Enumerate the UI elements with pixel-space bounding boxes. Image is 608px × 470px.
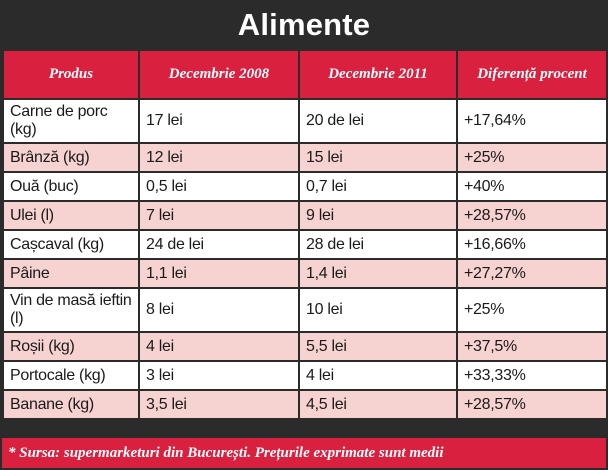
cell-dec2008: 7 lei [138, 200, 300, 231]
table-row: Pâine 1,1 lei 1,4 lei +27,27% [2, 258, 608, 289]
source-footnote: * Sursa: supermarketuri din București. P… [2, 438, 606, 468]
cell-dec2008: 17 lei [138, 98, 300, 144]
cell-diferenta: +28,57% [456, 200, 608, 231]
cell-dec2011: 4,5 lei [298, 389, 458, 420]
cell-dec2011: 5,5 lei [298, 331, 458, 362]
table-row: Cașcaval (kg) 24 de lei 28 de lei +16,66… [2, 229, 608, 260]
cell-diferenta: +25% [456, 287, 608, 333]
header-decembrie-2008: Decembrie 2008 [138, 49, 300, 100]
cell-dec2008: 3 lei [138, 360, 300, 391]
header-produs: Produs [2, 49, 140, 100]
table-row: Banane (kg) 3,5 lei 4,5 lei +28,57% [2, 389, 608, 420]
cell-produs: Brânză (kg) [2, 142, 140, 173]
cell-dec2008: 24 de lei [138, 229, 300, 260]
header-row: Produs Decembrie 2008 Decembrie 2011 Dif… [2, 49, 608, 100]
table-row: Roșii (kg) 4 lei 5,5 lei +37,5% [2, 331, 608, 362]
cell-produs: Vin de masă ieftin (l) [2, 287, 140, 333]
cell-dec2011: 10 lei [298, 287, 458, 333]
cell-produs: Portocale (kg) [2, 360, 140, 391]
table-row: Carne de porc (kg) 17 lei 20 de lei +17,… [2, 98, 608, 144]
cell-produs: Cașcaval (kg) [2, 229, 140, 260]
cell-diferenta: +33,33% [456, 360, 608, 391]
cell-diferenta: +17,64% [456, 98, 608, 144]
cell-dec2008: 3,5 lei [138, 389, 300, 420]
cell-produs: Pâine [2, 258, 140, 289]
cell-diferenta: +37,5% [456, 331, 608, 362]
cell-diferenta: +40% [456, 171, 608, 202]
table-row: Ouă (buc) 0,5 lei 0,7 lei +40% [2, 171, 608, 202]
cell-dec2008: 1,1 lei [138, 258, 300, 289]
cell-diferenta: +28,57% [456, 389, 608, 420]
cell-dec2011: 9 lei [298, 200, 458, 231]
cell-dec2011: 28 de lei [298, 229, 458, 260]
cell-diferenta: +27,27% [456, 258, 608, 289]
cell-diferenta: +16,66% [456, 229, 608, 260]
table-row: Portocale (kg) 3 lei 4 lei +33,33% [2, 360, 608, 391]
cell-produs: Roșii (kg) [2, 331, 140, 362]
header-decembrie-2011: Decembrie 2011 [298, 49, 458, 100]
table-row: Brânză (kg) 12 lei 15 lei +25% [2, 142, 608, 173]
cell-produs: Banane (kg) [2, 389, 140, 420]
cell-dec2011: 0,7 lei [298, 171, 458, 202]
cell-dec2008: 0,5 lei [138, 171, 300, 202]
table-title: Alimente [237, 6, 371, 42]
price-table: Produs Decembrie 2008 Decembrie 2011 Dif… [2, 49, 608, 420]
cell-dec2008: 12 lei [138, 142, 300, 173]
cell-produs: Carne de porc (kg) [2, 98, 140, 144]
table-row: Ulei (l) 7 lei 9 lei +28,57% [2, 200, 608, 231]
cell-dec2008: 4 lei [138, 331, 300, 362]
cell-dec2008: 8 lei [138, 287, 300, 333]
cell-dec2011: 15 lei [298, 142, 458, 173]
cell-dec2011: 1,4 lei [298, 258, 458, 289]
table-row: Vin de masă ieftin (l) 8 lei 10 lei +25% [2, 287, 608, 333]
cell-dec2011: 20 de lei [298, 98, 458, 144]
cell-produs: Ulei (l) [2, 200, 140, 231]
cell-dec2011: 4 lei [298, 360, 458, 391]
header-diferenta-procent: Diferență procent [456, 49, 608, 100]
cell-diferenta: +25% [456, 142, 608, 173]
cell-produs: Ouă (buc) [2, 171, 140, 202]
